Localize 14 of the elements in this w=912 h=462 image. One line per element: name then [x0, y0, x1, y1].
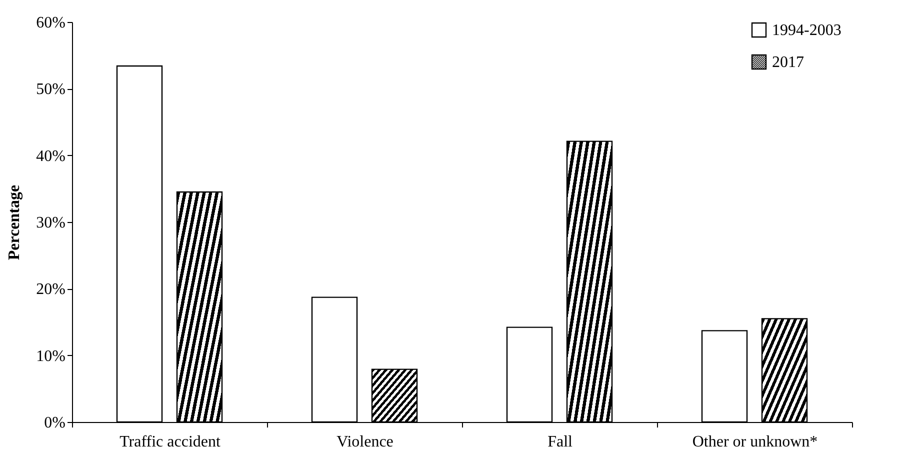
- legend-label: 1994-2003: [772, 22, 842, 39]
- x-tick-label: Traffic accident: [120, 434, 221, 450]
- y-tick-label: 10%: [36, 348, 66, 365]
- x-tick-label: Violence: [336, 434, 394, 450]
- y-tick-label: 40%: [36, 148, 66, 165]
- y-tick-label: 0%: [44, 414, 66, 432]
- y-tick-label: 20%: [36, 281, 66, 298]
- y-axis-title: Percentage: [6, 184, 24, 260]
- legend-label: 2017: [772, 54, 804, 71]
- y-tick-label: 60%: [36, 14, 66, 32]
- x-tick-label: Fall: [548, 434, 573, 450]
- y-tick-label: 50%: [36, 81, 66, 98]
- x-tick-label: Other or unknown*: [692, 434, 818, 450]
- y-tick-label: 30%: [36, 214, 66, 232]
